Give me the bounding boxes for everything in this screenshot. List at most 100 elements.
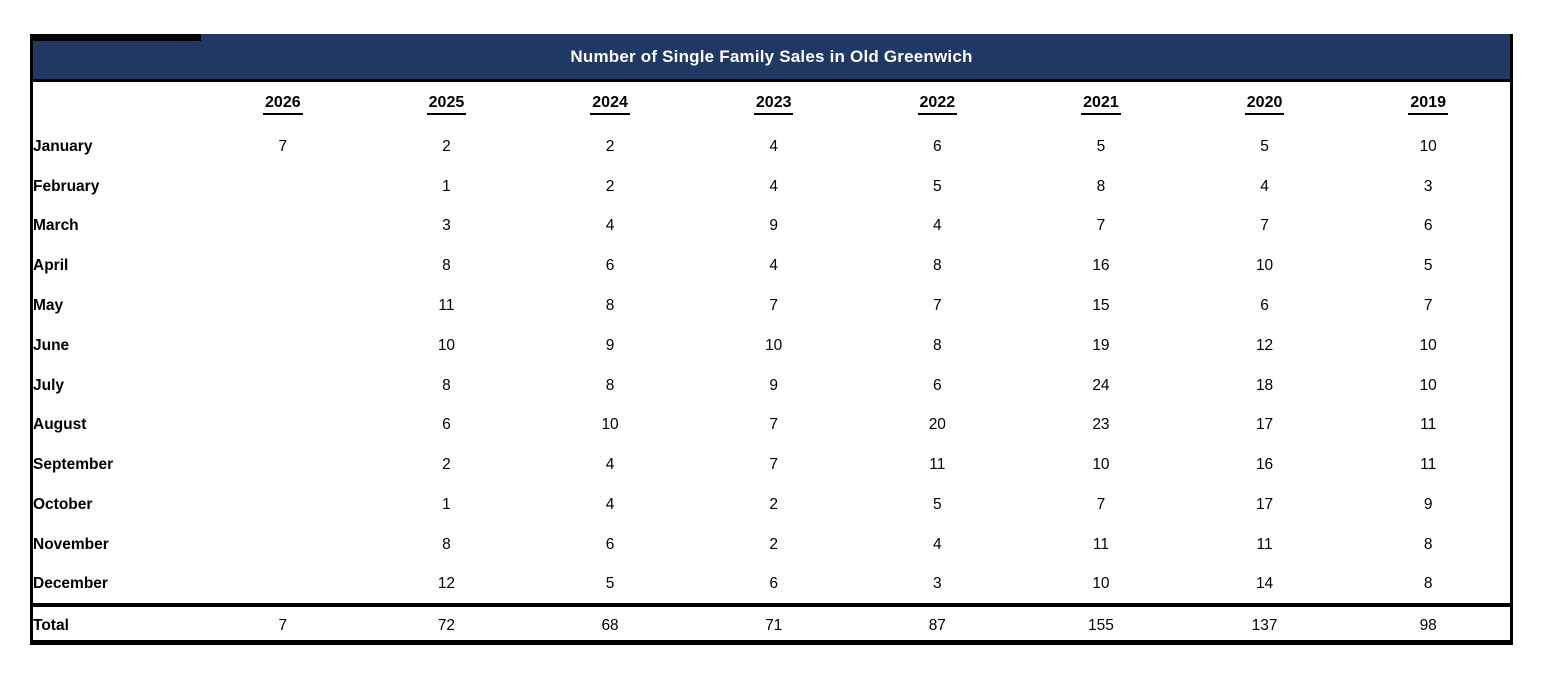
total-value-2021: 155 bbox=[1088, 616, 1114, 634]
cell-september-2019: 11 bbox=[1420, 456, 1437, 474]
cell-august-2024: 10 bbox=[601, 416, 619, 434]
cell-july-2023: 9 bbox=[769, 376, 778, 394]
cell-january-2024: 2 bbox=[605, 137, 615, 155]
month-rows-container: January 7 2 2 4 6 5 5 10 February 1 2 4 5 8 4 3 March 3 4 9 4… bbox=[33, 127, 1510, 605]
cell-june-2024: 9 bbox=[605, 336, 615, 354]
cell-january-2019: 10 bbox=[1419, 137, 1437, 155]
cell-june-2020: 12 bbox=[1255, 336, 1274, 354]
cell-july-2021: 24 bbox=[1092, 376, 1110, 394]
cell-february-2021: 8 bbox=[1096, 177, 1106, 195]
year-header-2023: 2023 bbox=[692, 82, 856, 127]
cell-september-2023: 7 bbox=[769, 456, 778, 474]
month-label: September bbox=[33, 456, 114, 474]
cell-june-2025: 10 bbox=[437, 336, 456, 354]
table-row: March 3 4 9 4 7 7 6 bbox=[33, 207, 1510, 247]
sales-report-table: Number of Single Family Sales in Old Gre… bbox=[30, 34, 1513, 645]
month-label: June bbox=[33, 336, 70, 354]
month-label: November bbox=[33, 535, 109, 553]
cell-december-2026 bbox=[201, 565, 365, 605]
month-label: February bbox=[33, 177, 100, 195]
cell-september-2021: 10 bbox=[1092, 456, 1110, 474]
cell-march-2026 bbox=[201, 207, 365, 247]
cell-may-2025: 11 bbox=[438, 297, 455, 315]
total-value-2019: 98 bbox=[1419, 616, 1437, 634]
cell-march-2019: 6 bbox=[1423, 217, 1433, 235]
cell-november-2025: 8 bbox=[442, 535, 451, 553]
year-header-2021: 2021 bbox=[1019, 82, 1183, 127]
table-title: Number of Single Family Sales in Old Gre… bbox=[570, 46, 973, 66]
cell-february-2023: 4 bbox=[769, 177, 778, 195]
month-label: July bbox=[33, 376, 65, 394]
cell-april-2024: 6 bbox=[605, 257, 615, 275]
cell-march-2025: 3 bbox=[442, 217, 451, 235]
sales-table: 2026 2025 2024 2023 2022 2021 2020 2019 January… bbox=[33, 82, 1510, 645]
cell-october-2021: 7 bbox=[1096, 496, 1106, 514]
total-row: Total 7 72 68 71 87 155 137 98 bbox=[33, 604, 1510, 645]
cell-october-2019: 9 bbox=[1423, 496, 1433, 514]
table-row: November 8 6 2 4 11 11 8 bbox=[33, 525, 1510, 565]
table-row: July 8 8 9 6 24 18 10 bbox=[33, 366, 1510, 406]
cell-january-2020: 5 bbox=[1260, 137, 1269, 155]
year-header-row: 2026 2025 2024 2023 2022 2021 2020 2019 bbox=[33, 82, 1510, 127]
cell-october-2022: 5 bbox=[933, 496, 942, 514]
month-label: August bbox=[33, 416, 87, 434]
cell-august-2025: 6 bbox=[442, 416, 451, 434]
table-title-bar: Number of Single Family Sales in Old Gre… bbox=[30, 34, 1510, 82]
cell-september-2026 bbox=[201, 445, 365, 485]
cell-february-2020: 4 bbox=[1260, 177, 1269, 195]
month-label: January bbox=[33, 137, 93, 155]
cell-december-2020: 14 bbox=[1255, 574, 1274, 592]
cell-december-2019: 8 bbox=[1423, 574, 1433, 592]
year-label: 2021 bbox=[1081, 94, 1121, 115]
total-value-2024: 68 bbox=[601, 616, 619, 634]
month-label: December bbox=[33, 574, 108, 592]
cell-november-2024: 6 bbox=[605, 535, 615, 553]
month-label: April bbox=[33, 257, 69, 275]
cell-december-2025: 12 bbox=[437, 574, 456, 592]
cell-june-2019: 10 bbox=[1419, 336, 1437, 354]
cell-july-2022: 6 bbox=[933, 376, 942, 394]
cell-august-2022: 20 bbox=[928, 416, 946, 434]
table-row: May 11 8 7 7 15 6 7 bbox=[33, 286, 1510, 326]
cell-may-2020: 6 bbox=[1260, 297, 1269, 315]
cell-august-2023: 7 bbox=[769, 416, 778, 434]
cell-august-2020: 17 bbox=[1255, 416, 1274, 434]
year-header-2019: 2019 bbox=[1346, 82, 1510, 127]
cell-july-2019: 10 bbox=[1419, 376, 1437, 394]
cell-june-2022: 8 bbox=[933, 336, 942, 354]
month-label: May bbox=[33, 297, 64, 315]
total-value-2022: 87 bbox=[928, 616, 946, 634]
cell-february-2025: 1 bbox=[442, 177, 451, 195]
cell-november-2021: 11 bbox=[1092, 535, 1109, 553]
table-row: August 6 10 7 20 23 17 11 bbox=[33, 406, 1510, 446]
cell-february-2019: 3 bbox=[1423, 177, 1433, 195]
total-value-2026: 7 bbox=[278, 616, 288, 634]
cell-march-2024: 4 bbox=[605, 217, 615, 235]
cell-november-2023: 2 bbox=[769, 535, 778, 553]
year-label: 2023 bbox=[753, 94, 794, 115]
cell-september-2025: 2 bbox=[442, 456, 451, 474]
year-label: 2020 bbox=[1244, 94, 1285, 115]
cell-september-2024: 4 bbox=[605, 456, 615, 474]
cell-february-2026 bbox=[201, 167, 365, 207]
table-row: June 10 9 10 8 19 12 10 bbox=[33, 326, 1510, 366]
cell-april-2021: 16 bbox=[1092, 257, 1110, 275]
cell-april-2020: 10 bbox=[1255, 257, 1274, 275]
table-row: February 1 2 4 5 8 4 3 bbox=[33, 167, 1510, 207]
cell-january-2026: 7 bbox=[278, 137, 288, 155]
cell-december-2023: 6 bbox=[769, 574, 778, 592]
total-value-2023: 71 bbox=[765, 616, 783, 634]
cell-february-2022: 5 bbox=[933, 177, 942, 195]
month-label: October bbox=[33, 496, 93, 514]
total-value-2020: 137 bbox=[1251, 616, 1278, 634]
year-header-2024: 2024 bbox=[528, 82, 692, 127]
cell-may-2019: 7 bbox=[1423, 297, 1433, 315]
cell-october-2024: 4 bbox=[605, 496, 615, 514]
cell-february-2024: 2 bbox=[605, 177, 615, 195]
table-row: April 8 6 4 8 16 10 5 bbox=[33, 246, 1510, 286]
cell-september-2022: 11 bbox=[929, 456, 946, 474]
cell-october-2025: 1 bbox=[442, 496, 451, 514]
year-label: 2022 bbox=[917, 94, 958, 115]
year-header-2020: 2020 bbox=[1183, 82, 1347, 127]
